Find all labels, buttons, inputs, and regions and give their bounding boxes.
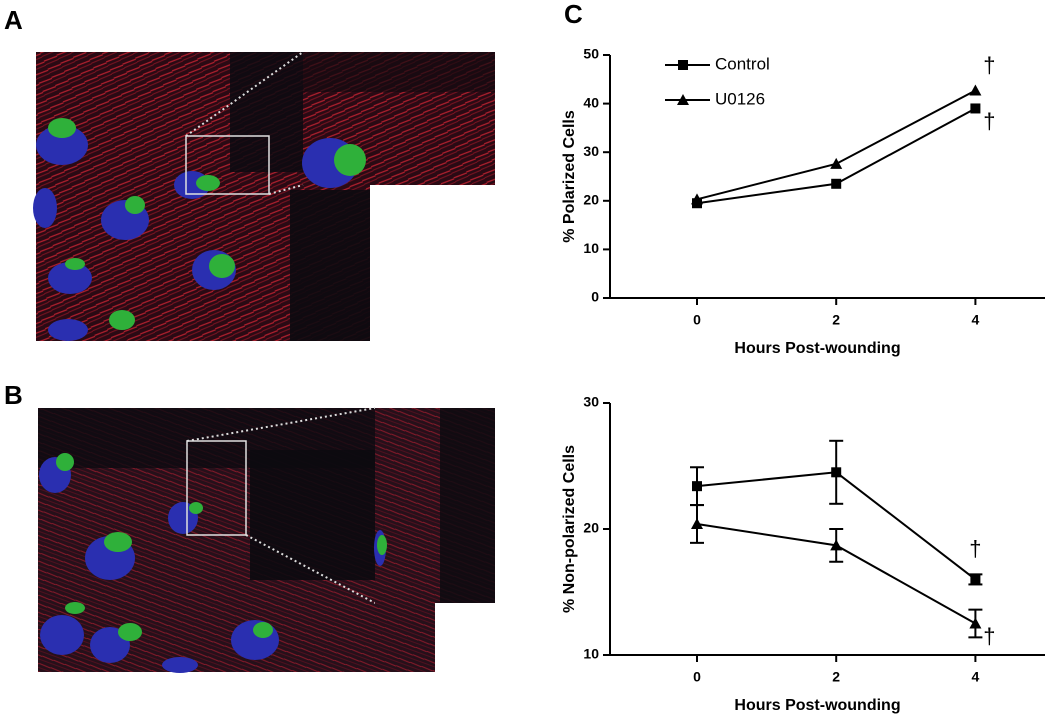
- marker: [970, 574, 981, 585]
- marker: [831, 467, 842, 478]
- x-tick-label: 0: [693, 669, 701, 685]
- legend-marker: [678, 60, 688, 70]
- x-tick-label: 4: [972, 312, 980, 328]
- marker: [831, 178, 842, 189]
- annotation: †: [969, 536, 981, 561]
- y-tick-label: 30: [583, 143, 599, 159]
- legend-label: Control: [715, 54, 770, 73]
- y-tick-label: 0: [591, 289, 599, 305]
- legend-marker: [677, 94, 689, 105]
- micrograph-a: [33, 51, 495, 341]
- x-tick-label: 4: [972, 669, 980, 685]
- x-tick-label: 2: [832, 312, 840, 328]
- panel-label: B: [4, 380, 23, 410]
- marker: [969, 84, 982, 96]
- panel-label: C: [564, 0, 583, 29]
- marker: [970, 103, 981, 114]
- x-tick-label: 2: [832, 669, 840, 685]
- y-axis-title: % Non-polarized Cells: [561, 445, 578, 613]
- x-tick-label: 0: [693, 312, 701, 328]
- annotation: †: [983, 108, 995, 133]
- y-tick-label: 10: [583, 240, 599, 256]
- y-tick-label: 20: [583, 520, 599, 536]
- marker: [969, 617, 982, 629]
- marker: [692, 481, 702, 492]
- y-tick-label: 30: [583, 394, 599, 410]
- x-axis-title: Hours Post-wounding: [734, 697, 900, 714]
- y-axis-title: % Polarized Cells: [561, 110, 578, 243]
- y-tick-label: 10: [583, 646, 599, 662]
- x-axis-title: Hours Post-wounding: [734, 340, 900, 357]
- marker: [830, 539, 843, 551]
- y-tick-label: 20: [583, 192, 599, 208]
- micrograph-b: [38, 407, 495, 673]
- marker: [691, 517, 703, 529]
- legend-label: U0126: [715, 89, 765, 108]
- annotation: †: [983, 52, 995, 77]
- marker: [830, 157, 843, 169]
- panel-label: A: [4, 5, 23, 35]
- marker: [691, 193, 703, 205]
- annotation: †: [983, 623, 995, 648]
- y-tick-label: 40: [583, 94, 599, 110]
- y-tick-label: 50: [583, 46, 599, 62]
